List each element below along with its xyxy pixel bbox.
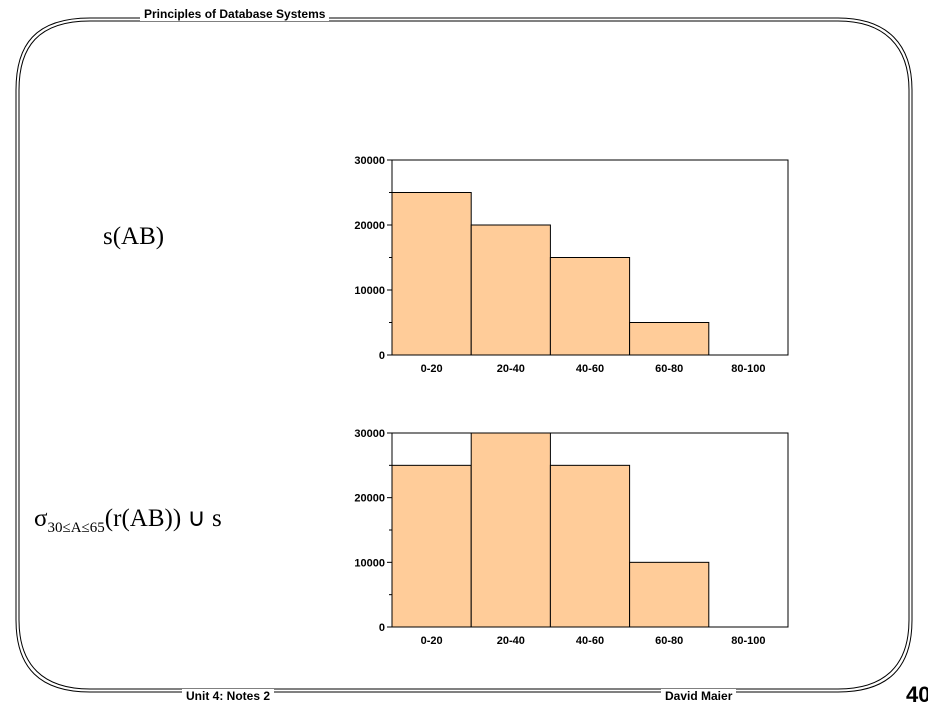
page-title: Principles of Database Systems (140, 7, 330, 21)
chart2-x-tick-label: 40-60 (576, 635, 604, 647)
chart2-x-tick-label: 20-40 (497, 635, 525, 647)
bottom-chart-label: σ30≤A≤65(r(AB)) ∪ s (34, 504, 222, 543)
chart1-bar-60-80 (629, 322, 710, 356)
chart2-y-tick-label: 20000 (354, 493, 385, 505)
page-number: 40 (906, 682, 928, 707)
chart1-x-tick-label: 0-20 (421, 363, 443, 375)
chart1-y-tick-label: 10000 (354, 285, 385, 297)
chart1-x-tick-label: 40-60 (576, 363, 604, 375)
footer-author: David Maier (661, 689, 737, 703)
chart1-y-tick-label: 20000 (354, 220, 385, 232)
chart2-bar-40-60 (549, 464, 631, 628)
chart2-x-tick-label: 60-80 (655, 635, 683, 647)
sigma-symbol: σ (34, 505, 48, 532)
chart1-x-tick-label: 20-40 (497, 363, 525, 375)
chart2-bar-20-40 (470, 432, 551, 628)
chart1-bar-20-40 (470, 224, 551, 356)
top-chart-label: s(AB) (103, 223, 165, 250)
chart2-bar-0-20 (391, 464, 472, 628)
bottom-label-rest: (r(AB)) ∪ s (104, 505, 222, 532)
chart1-y-tick-label: 30000 (354, 155, 385, 167)
footer-unit-label: Unit 4: Notes 2 (182, 689, 275, 703)
chart1-x-tick-label: 60-80 (655, 363, 683, 375)
sigma-subscript: 30≤A≤65 (47, 520, 105, 536)
chart1-y-tick-label: 0 (379, 350, 385, 362)
chart1-bar-40-60 (549, 257, 631, 356)
chart2-y-tick-label: 10000 (354, 557, 385, 569)
chart2-x-tick-label: 80-100 (731, 635, 765, 647)
chart2-x-tick-label: 0-20 (421, 635, 443, 647)
chart2-bar-60-80 (629, 561, 710, 628)
chart2-y-tick-label: 30000 (354, 428, 385, 440)
chart2-y-tick-label: 0 (379, 622, 385, 634)
chart1-x-tick-label: 80-100 (731, 363, 765, 375)
